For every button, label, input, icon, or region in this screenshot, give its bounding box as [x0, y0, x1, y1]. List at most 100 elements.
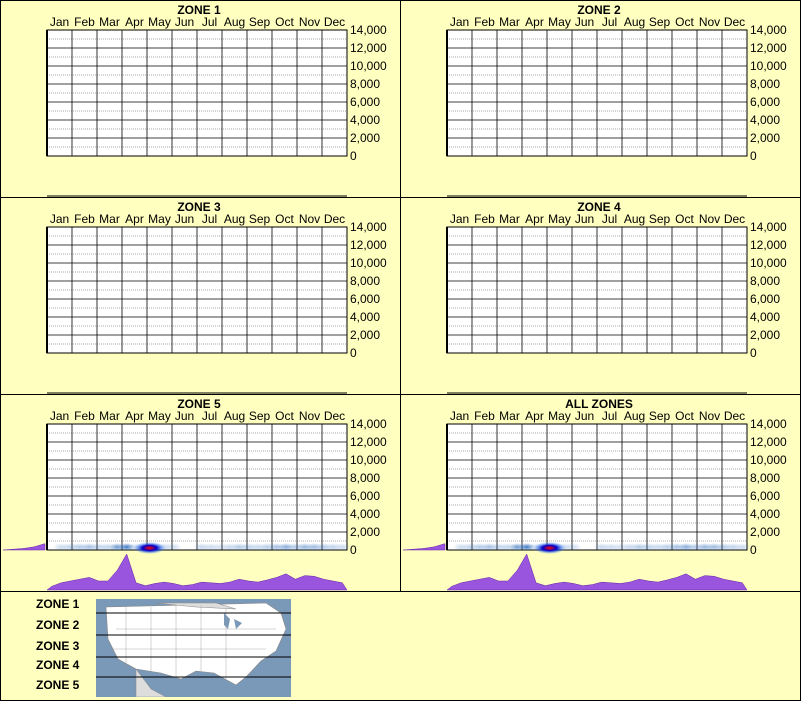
- panel-2-ytick: 14,000: [750, 23, 787, 37]
- panel-1-month-jun: Jun: [175, 15, 194, 29]
- panel-6-month-apr: Apr: [525, 409, 544, 423]
- panel-6-title: ALL ZONES: [565, 397, 633, 411]
- panel-3-ytick: 0: [350, 346, 357, 360]
- panel-4-month-mar: Mar: [499, 212, 520, 226]
- panel-2-month-mar: Mar: [499, 15, 520, 29]
- panel-3-month-jul: Jul: [202, 212, 217, 226]
- panel-5-ytick: 6,000: [350, 489, 380, 503]
- panel-6-month-jul: Jul: [602, 409, 617, 423]
- panel-4-ytick: 2,000: [750, 328, 780, 342]
- panel-1-month-aug: Aug: [224, 15, 245, 29]
- panel-1-month-jul: Jul: [202, 15, 217, 29]
- panel-3-month-mar: Mar: [99, 212, 120, 226]
- panel-5-month-feb: Feb: [74, 409, 95, 423]
- us-landmass: [105, 602, 287, 686]
- panel-5-month-dec: Dec: [324, 409, 345, 423]
- panel-3-month-sep: Sep: [249, 212, 271, 226]
- panel-3-ytick: 12,000: [350, 238, 387, 252]
- legend-zone-1: ZONE 1: [36, 597, 80, 611]
- panel-5-ytick: 8,000: [350, 471, 380, 485]
- panel-4-ytick: 14,000: [750, 220, 787, 234]
- panel-5-month-jul: Jul: [202, 409, 217, 423]
- great-lakes: [224, 613, 242, 629]
- panel-2-month-feb: Feb: [474, 15, 495, 29]
- panel-5-month-aug: Aug: [224, 409, 245, 423]
- panel-1-ytick: 4,000: [350, 113, 380, 127]
- panel-3-ytick: 10,000: [350, 256, 387, 270]
- panel-3-month-dec: Dec: [324, 212, 345, 226]
- panel-1-title: ZONE 1: [177, 3, 221, 17]
- panel-6-density-blob: [734, 543, 751, 551]
- panel-6-ytick: 0: [750, 543, 757, 557]
- panel-5-hotspot: [133, 542, 166, 554]
- panel-3-ytick: 2,000: [350, 328, 380, 342]
- panel-1-ytick: 0: [350, 149, 357, 163]
- panel-2-ytick: 8,000: [750, 77, 780, 91]
- panel-1-month-sep: Sep: [249, 15, 271, 29]
- panel-6-elevation-histogram: [402, 543, 446, 551]
- panel-4-ytick: 12,000: [750, 238, 787, 252]
- panel-1-month-jan: Jan: [50, 15, 69, 29]
- panel-4-ytick: 0: [750, 346, 757, 360]
- panel-3-month-jun: Jun: [175, 212, 194, 226]
- panel-5-ytick: 10,000: [350, 453, 387, 467]
- panel-4-month-oct: Oct: [675, 212, 694, 226]
- panel-1-month-feb: Feb: [74, 15, 95, 29]
- panel-2-ytick: 2,000: [750, 131, 780, 145]
- panel-4-ytick: 6,000: [750, 292, 780, 306]
- panel-6-ytick: 10,000: [750, 453, 787, 467]
- panel-6-month-jan: Jan: [450, 409, 469, 423]
- panel-5-ytick: 12,000: [350, 435, 387, 449]
- panel-5-month-oct: Oct: [275, 409, 294, 423]
- canada-edge: [155, 602, 237, 610]
- panel-4-month-jan: Jan: [450, 212, 469, 226]
- panel-2-month-nov: Nov: [699, 15, 720, 29]
- panel-2-ytick: 4,000: [750, 113, 780, 127]
- panel-3-ytick: 4,000: [350, 310, 380, 324]
- panel-1-ytick: 6,000: [350, 95, 380, 109]
- panel-4-ytick: 8,000: [750, 274, 780, 288]
- legend-zone-3: ZONE 3: [36, 639, 80, 653]
- panel-6-ytick: 12,000: [750, 435, 787, 449]
- panel-6-month-jun: Jun: [575, 409, 594, 423]
- panel-2-title: ZONE 2: [577, 3, 621, 17]
- panel-6-month-oct: Oct: [675, 409, 694, 423]
- us-zone-map: [96, 599, 291, 697]
- panel-2-ytick: 6,000: [750, 95, 780, 109]
- panel-2-month-may: May: [548, 15, 571, 29]
- panel-1-ytick: 8,000: [350, 77, 380, 91]
- panel-1-month-nov: Nov: [299, 15, 320, 29]
- panel-5-month-apr: Apr: [125, 409, 144, 423]
- panel-3-month-feb: Feb: [74, 212, 95, 226]
- panel-4-month-jun: Jun: [575, 212, 594, 226]
- state-lines: [111, 605, 276, 681]
- panel-4-ytick: 4,000: [750, 310, 780, 324]
- panel-2-month-aug: Aug: [624, 15, 645, 29]
- panel-4-month-aug: Aug: [624, 212, 645, 226]
- panel-6-month-feb: Feb: [474, 409, 495, 423]
- panel-6-month-histogram: [446, 553, 748, 591]
- panel-5-ytick: 14,000: [350, 417, 387, 431]
- panel-1-ytick: 2,000: [350, 131, 380, 145]
- legend-zone-2: ZONE 2: [36, 618, 80, 632]
- panel-4-month-nov: Nov: [699, 212, 720, 226]
- panel-3-month-jan: Jan: [50, 212, 69, 226]
- panel-4-title: ZONE 4: [577, 200, 621, 214]
- panel-6-ytick: 6,000: [750, 489, 780, 503]
- legend-zone-4: ZONE 4: [36, 658, 80, 672]
- panel-6-ytick: 14,000: [750, 417, 787, 431]
- panel-5-density-blob: [334, 543, 351, 551]
- panel-1-month-may: May: [148, 15, 171, 29]
- panel-5-month-jun: Jun: [175, 409, 194, 423]
- panel-6-month-aug: Aug: [624, 409, 645, 423]
- panel-5-title: ZONE 5: [177, 397, 221, 411]
- panel-5-ytick: 0: [350, 543, 357, 557]
- panel-2-month-apr: Apr: [525, 15, 544, 29]
- panel-5-month-jan: Jan: [50, 409, 69, 423]
- panel-5-month-sep: Sep: [249, 409, 271, 423]
- panel-2-month-jul: Jul: [602, 15, 617, 29]
- panel-1-month-oct: Oct: [275, 15, 294, 29]
- panel-5-density-blob: [165, 543, 182, 551]
- panel-1-month-dec: Dec: [324, 15, 345, 29]
- panel-6-density-blob: [565, 543, 582, 551]
